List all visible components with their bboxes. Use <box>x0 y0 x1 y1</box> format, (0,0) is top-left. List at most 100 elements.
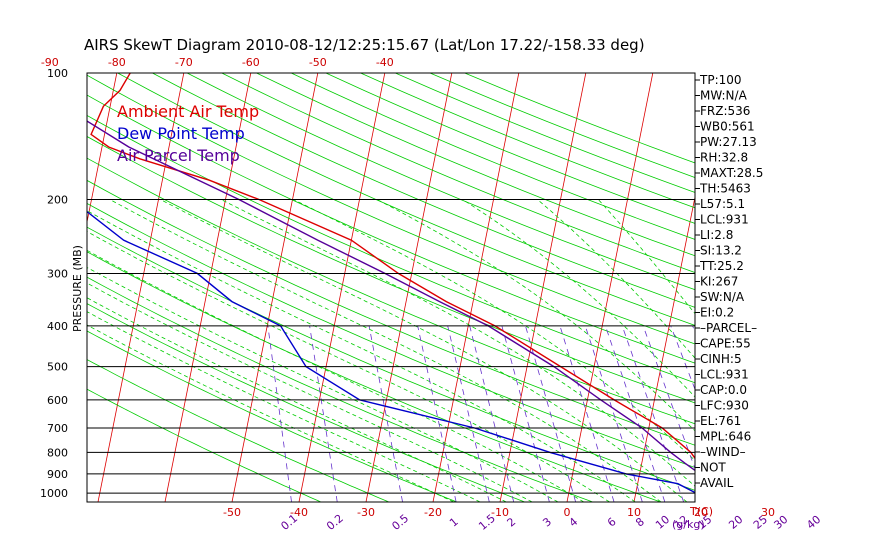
top-temp-tick-label: -80 <box>108 56 126 69</box>
isotherm <box>0 73 50 502</box>
index-entry: PW:27.13 <box>700 135 757 149</box>
mixing-ratio-label: 40 <box>804 513 823 532</box>
legend-item: Ambient Air Temp <box>117 102 259 121</box>
plot-frame <box>86 72 696 503</box>
mixing-ratio-unit: (g/kg) <box>672 518 705 531</box>
dry-adiabat <box>360 73 695 209</box>
isotherm <box>835 73 870 502</box>
index-entry: TP:100 <box>699 73 742 87</box>
y-axis-label: PRESSURE (MB) <box>71 245 84 332</box>
dry-adiabat <box>87 359 390 502</box>
index-entry: –PARCEL– <box>700 321 757 335</box>
isotherm <box>365 73 453 502</box>
isotherm <box>432 73 520 502</box>
dry-adiabat <box>152 73 695 308</box>
legend-item: Dew Point Temp <box>117 124 245 143</box>
plot-grid <box>0 73 870 502</box>
dry-adiabat <box>87 330 457 502</box>
bottom-temp-tick-label: -30 <box>357 506 375 519</box>
dry-adiabat <box>87 388 322 502</box>
dry-adiabat <box>87 94 695 364</box>
moist-adiabat <box>293 199 695 461</box>
index-entry: EL:761 <box>700 414 741 428</box>
moist-adiabat <box>87 297 507 502</box>
pressure-tick-label: 200 <box>47 193 68 206</box>
mixing-ratio-label: 0.2 <box>324 512 346 533</box>
isotherm <box>231 73 319 502</box>
index-entry: WB0:561 <box>700 120 755 134</box>
index-entry: LFC:930 <box>700 399 749 413</box>
pressure-tick-label: 600 <box>47 394 68 407</box>
moist-adiabat <box>598 199 695 315</box>
moist-adiabat <box>376 199 695 432</box>
index-entry: SI:13.2 <box>700 244 742 258</box>
chart-title: AIRS SkewT Diagram 2010-08-12/12:25:15.6… <box>84 36 645 54</box>
bottom-temp-tick-label: 30 <box>761 506 775 519</box>
dry-adiabat <box>87 136 695 404</box>
bottom-temp-tick-label: -50 <box>223 506 241 519</box>
mixing-ratio-line <box>417 325 457 502</box>
index-entry: NOT <box>700 461 726 475</box>
series-line <box>90 73 695 460</box>
bottom-temp-tick-label: -40 <box>290 506 308 519</box>
isotherm <box>97 73 185 502</box>
bottom-temp-tick-label: 20 <box>694 506 708 519</box>
top-temp-tick-label: -60 <box>242 56 260 69</box>
index-entry: MPL:646 <box>700 430 751 444</box>
x-axis-label: T(C) <box>689 505 713 518</box>
isotherm <box>87 73 118 225</box>
dry-adiabat <box>87 74 695 345</box>
dry-adiabat <box>221 73 695 273</box>
dry-adiabat <box>291 73 695 240</box>
mixing-ratio-label: 8 <box>633 515 647 529</box>
top-temp-tick-label: -50 <box>309 56 327 69</box>
isotherm <box>298 73 386 502</box>
plot-series <box>87 73 695 494</box>
mixing-ratio-line <box>501 325 550 502</box>
pressure-tick-label: 800 <box>47 446 68 459</box>
dry-adiabat <box>87 115 695 384</box>
index-entry: LCL:931 <box>700 213 749 227</box>
mixing-ratio-label: 4 <box>567 515 581 529</box>
top-temp-tick-label: -70 <box>175 56 193 69</box>
pressure-tick-label: 900 <box>47 468 68 481</box>
dry-adiabat <box>325 73 695 224</box>
moist-adiabat <box>87 249 585 502</box>
mixing-ratio-line <box>469 325 515 502</box>
index-entry: CAPE:55 <box>700 337 751 351</box>
series-line <box>87 210 695 494</box>
index-entry: RH:32.8 <box>700 151 748 165</box>
legend-item: Air Parcel Temp <box>117 146 240 165</box>
index-entry: –WIND– <box>700 445 746 459</box>
dry-adiabat <box>256 73 695 257</box>
top-temp-tick-label: -90 <box>41 56 59 69</box>
dry-adiabat <box>429 73 695 178</box>
mixing-ratio-label: 3 <box>540 515 554 529</box>
bottom-temp-tick-label: -10 <box>491 506 509 519</box>
index-entry: TT:25.2 <box>699 259 744 273</box>
index-entry: CINH:5 <box>700 352 742 366</box>
mixing-ratio-line <box>605 325 666 502</box>
bottom-temp-tick-label: 0 <box>564 506 571 519</box>
index-entry: L57:5.1 <box>700 197 745 211</box>
mixing-ratio-line <box>559 325 615 502</box>
mixing-ratio-line <box>621 325 685 502</box>
isotherm <box>164 73 252 502</box>
moist-adiabat <box>109 199 662 502</box>
legend: Ambient Air Temp Dew Point Temp Air Parcel… <box>117 102 259 165</box>
mixing-ratio-label: 10 <box>653 513 672 532</box>
index-entry: EI:0.2 <box>700 306 734 320</box>
bottom-temp-tick-label: -20 <box>424 506 442 519</box>
pressure-tick-label: 1000 <box>40 487 68 500</box>
index-entry: CAP:0.0 <box>700 383 747 397</box>
mixing-ratio-label: 20 <box>726 513 745 532</box>
isotherm <box>566 73 654 502</box>
mixing-ratio-line <box>267 325 292 502</box>
top-temp-tick-label: -40 <box>376 56 394 69</box>
pressure-tick-label: 400 <box>47 320 68 333</box>
mixing-ratio-line <box>368 325 403 502</box>
index-entry: TH:5463 <box>699 182 751 196</box>
mixing-ratio-line <box>584 325 643 502</box>
dry-adiabat <box>87 157 695 425</box>
